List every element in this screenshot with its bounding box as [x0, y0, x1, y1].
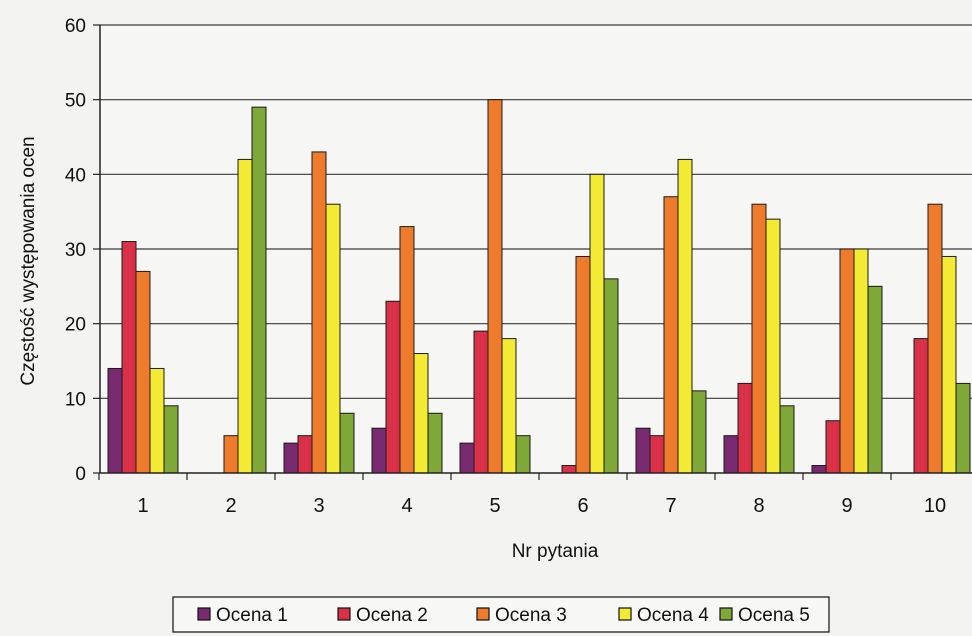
y-tick-label: 50	[65, 91, 86, 112]
x-tick-label: 5	[489, 495, 500, 517]
legend-swatch-ocena-2	[337, 607, 351, 621]
y-tick-label: 40	[65, 165, 86, 186]
x-tick-label: 4	[401, 495, 412, 517]
legend-label-ocena-1: Ocena 1	[216, 605, 288, 626]
bar-ocena-5-q4	[427, 412, 443, 474]
x-axis-label: Nr pytania	[512, 541, 599, 562]
bar-ocena-3-q8	[751, 203, 767, 474]
legend-swatch-ocena-1	[197, 607, 211, 621]
bar-ocena-2-q4	[385, 300, 401, 474]
bar-ocena-2-q1	[121, 241, 137, 474]
bar-ocena-4-q5	[501, 338, 517, 474]
bar-ocena-2-q8	[737, 382, 753, 474]
x-tick-label: 6	[577, 495, 588, 517]
legend-label-ocena-3: Ocena 3	[495, 605, 567, 626]
bar-ocena-5-q9	[867, 285, 883, 474]
bar-ocena-2-q3	[297, 435, 313, 474]
bar-ocena-1-q5	[459, 442, 475, 474]
bar-ocena-4-q9	[853, 248, 869, 474]
x-tick-label: 7	[665, 495, 676, 517]
legend: Ocena 1 Ocena 2 Ocena 3 Ocena 4 Ocena 5	[172, 596, 830, 633]
y-tick-label: 0	[75, 464, 86, 485]
bar-ocena-4-q10	[941, 255, 957, 474]
bar-ocena-1-q7	[635, 427, 651, 474]
x-tick-label: 10	[924, 495, 946, 517]
y-axis-label: Częstość występowania ocen	[18, 136, 39, 385]
x-tick-label: 8	[753, 495, 764, 517]
bar-ocena-5-q8	[779, 405, 795, 474]
y-tick-label: 60	[65, 16, 86, 37]
bar-ocena-4-q8	[765, 218, 781, 474]
bars	[107, 99, 971, 474]
bar-ocena-3-q3	[311, 151, 327, 474]
axes: 0 10 20 30 40 50 60 1 2 3 4 5 6 7 8 9 10	[65, 16, 972, 517]
bar-ocena-1-q3	[283, 442, 299, 474]
bar-ocena-3-q7	[663, 196, 679, 474]
bar-ocena-4-q6	[589, 173, 605, 474]
bar-ocena-5-q1	[163, 405, 179, 474]
bar-ocena-2-q9	[825, 420, 841, 474]
bar-ocena-5-q10	[955, 382, 971, 474]
bar-ocena-2-q6	[561, 465, 577, 474]
bar-ocena-1-q8	[723, 435, 739, 474]
x-tick-label: 2	[225, 495, 236, 517]
bar-ocena-5-q3	[339, 412, 355, 474]
bar-ocena-4-q4	[413, 353, 429, 474]
bar-ocena-3-q4	[399, 226, 415, 474]
legend-label-ocena-5: Ocena 5	[738, 605, 810, 626]
y-tick-label: 10	[65, 389, 86, 410]
bar-ocena-3-q2	[223, 435, 239, 474]
bar-ocena-5-q7	[691, 390, 707, 474]
bar-ocena-3-q9	[839, 248, 855, 474]
bar-ocena-5-q2	[251, 106, 267, 474]
bar-ocena-5-q6	[603, 278, 619, 474]
bar-ocena-4-q1	[149, 367, 165, 474]
bar-ocena-1-q4	[371, 427, 387, 474]
bar-ocena-4-q3	[325, 203, 341, 474]
bar-ocena-2-q10	[913, 338, 929, 474]
legend-label-ocena-4: Ocena 4	[637, 605, 709, 626]
bar-ocena-3-q1	[135, 270, 151, 474]
x-tick-label: 3	[313, 495, 324, 517]
x-tick-label: 9	[841, 495, 852, 517]
bar-ocena-3-q6	[575, 255, 591, 474]
bar-ocena-1-q1	[107, 367, 123, 474]
bar-ocena-3-q10	[927, 203, 943, 474]
bar-ocena-4-q2	[237, 158, 253, 474]
bar-ocena-3-q5	[487, 99, 503, 474]
bar-ocena-4-q7	[677, 158, 693, 474]
y-tick-label: 20	[65, 315, 86, 336]
legend-label-ocena-2: Ocena 2	[356, 605, 428, 626]
bar-ocena-1-q9	[811, 465, 827, 474]
bar-ocena-5-q5	[515, 435, 531, 474]
x-tick-label: 1	[137, 495, 148, 517]
legend-swatch-ocena-5	[719, 607, 733, 621]
y-tick-label: 30	[65, 240, 86, 261]
legend-swatch-ocena-3	[476, 607, 490, 621]
bar-ocena-2-q5	[473, 330, 489, 474]
bar-ocena-2-q7	[649, 435, 665, 474]
legend-swatch-ocena-4	[618, 607, 632, 621]
